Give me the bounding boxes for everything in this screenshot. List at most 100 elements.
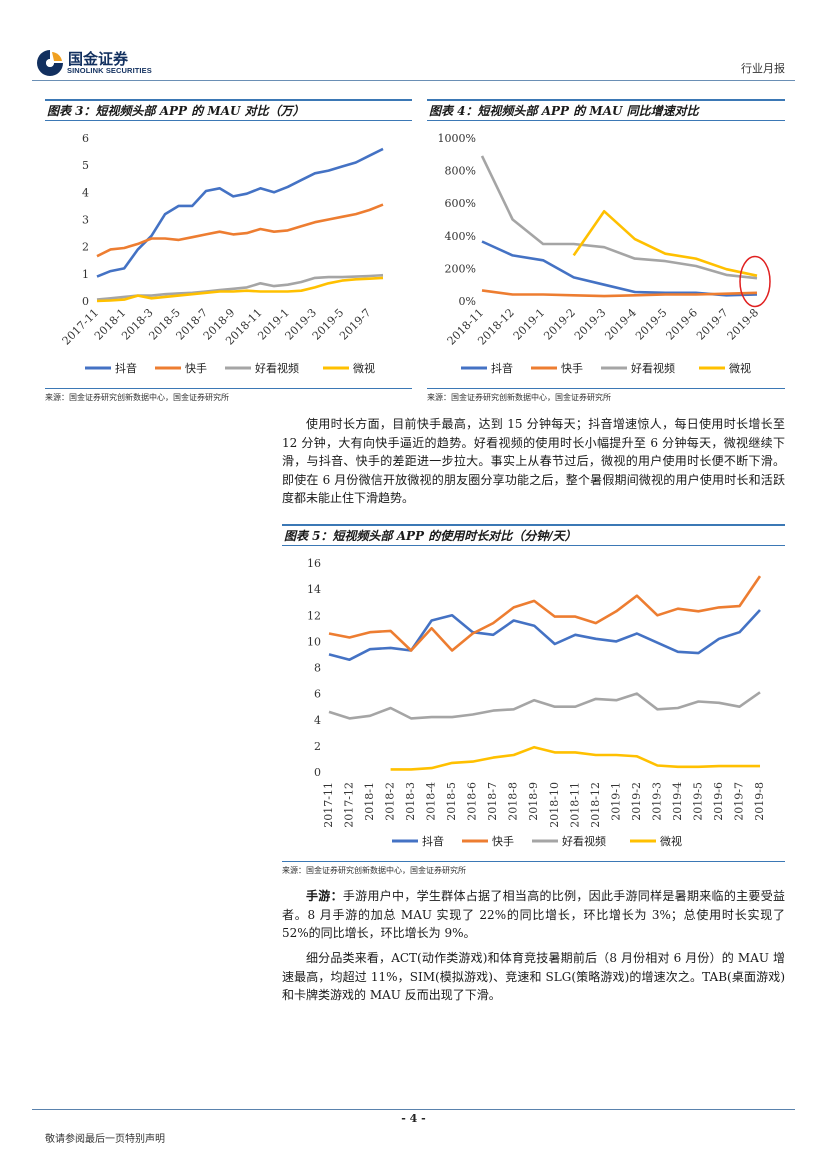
x-tick-label: 2018-7 <box>486 782 499 821</box>
fig3-source: 来源：国金证券研究创新数据中心，国金证券研究所 <box>45 393 229 402</box>
paragraph-lead: 手游： <box>306 889 343 903</box>
y-tick-label: 800% <box>445 165 476 178</box>
body-paragraph-3: 细分品类来看，ACT(动作类游戏)和体育竞技暑期前后（8 月份相对 6 月份）的… <box>282 949 785 1005</box>
page-number: - 4 - <box>401 1112 426 1125</box>
legend-label: 快手 <box>185 361 207 375</box>
report-type: 行业月报 <box>741 62 785 75</box>
series-line-3 <box>96 273 384 301</box>
x-tick-label: 2018-3 <box>404 782 417 821</box>
x-tick-label: 2019-4 <box>671 782 684 821</box>
fig5-chart: 0 2 4 6 8 10 12 14 16 2017-11 2017-12 2018-1 2018-2 2… <box>307 557 766 848</box>
x-tick-label: 2018-1 <box>363 782 376 821</box>
logo-mark-icon <box>37 50 63 76</box>
fig3-chart: 01234562017-112018-12018-32018-52018-720… <box>60 132 384 375</box>
x-tick-label: 2018-12 <box>589 782 602 828</box>
footer-rule <box>32 1109 795 1110</box>
x-tick-label: 2019-4 <box>602 306 639 343</box>
x-tick-label: 2019-1 <box>511 306 548 343</box>
x-tick-label: 2018-6 <box>466 782 479 821</box>
legend-label: 抖音 <box>115 361 137 375</box>
x-tick-label: 2018-9 <box>527 782 540 821</box>
y-tick-label: 3 <box>82 214 89 227</box>
legend-label: 好看视频 <box>562 834 606 848</box>
fig3-title: 图表 3：短视频头部 APP 的 MAU 对比（万） <box>47 104 305 118</box>
fig5-title: 图表 5：短视频头部 APP 的使用时长对比（分钟/天） <box>284 529 577 543</box>
y-tick-label: 2 <box>314 740 321 753</box>
x-tick-label: 2019-6 <box>664 306 701 343</box>
fig5-bottom-rule <box>282 861 785 862</box>
y-tick-label: 16 <box>307 557 321 570</box>
series-line-3 <box>328 691 761 720</box>
legend-label: 快手 <box>561 361 583 375</box>
fig5-title-rule <box>282 545 785 546</box>
x-tick-label: 2017-11 <box>60 306 102 348</box>
y-tick-label: 14 <box>307 583 321 596</box>
series-line-2 <box>96 203 384 258</box>
y-tick-label: 2 <box>82 241 89 254</box>
fig5-top-rule <box>282 524 785 526</box>
x-tick-label: 2019-3 <box>572 306 609 343</box>
x-tick-label: 2019-2 <box>541 306 578 343</box>
x-tick-label: 2019-8 <box>753 782 766 821</box>
series-line-4 <box>96 276 384 303</box>
series-line-1 <box>328 609 761 661</box>
fig4-source: 来源：国金证券研究创新数据中心，国金证券研究所 <box>427 393 611 402</box>
series-line-4 <box>390 745 760 771</box>
x-tick-label: 2019-1 <box>609 782 622 821</box>
x-tick-label: 2018-10 <box>548 782 561 828</box>
y-tick-label: 400% <box>445 230 476 243</box>
x-tick-label: 2019-5 <box>691 782 704 821</box>
x-tick-label: 2019-8 <box>725 306 762 343</box>
y-tick-label: 8 <box>314 662 321 675</box>
y-tick-label: 6 <box>82 132 89 145</box>
legend-label: 抖音 <box>422 834 444 848</box>
fig3-title-rule <box>45 120 412 121</box>
y-tick-label: 0 <box>314 766 321 779</box>
y-tick-label: 1000% <box>438 132 476 145</box>
x-tick-label: 2018-5 <box>445 782 458 821</box>
series-line-1 <box>96 147 384 278</box>
fig3-top-rule <box>45 99 412 101</box>
series-line-3 <box>480 155 758 280</box>
body-paragraph-2: 手游：手游用户中，学生群体占据了相当高的比例，因此手游同样是暑期来临的主要受益者… <box>282 887 785 943</box>
legend-label: 快手 <box>492 834 514 848</box>
logo-text-cn: 国金证券 <box>68 50 129 68</box>
series-line-1 <box>481 240 758 297</box>
body-paragraph-1: 使用时长方面，目前快手最高，达到 15 分钟每天；抖音增速惊人，每日使用时长增长… <box>282 415 785 508</box>
x-tick-label: 2019-6 <box>712 782 725 821</box>
fig4-title-rule <box>427 120 785 121</box>
series-line-4 <box>572 210 758 277</box>
highlight-circle <box>739 255 771 308</box>
legend-label: 微视 <box>729 361 751 375</box>
paragraph-text: 使用时长方面，目前快手最高，达到 15 分钟每天；抖音增速惊人，每日使用时长增长… <box>282 417 785 505</box>
x-tick-label: 2018-8 <box>507 782 520 821</box>
fig4-top-rule <box>427 99 785 101</box>
series-line-2 <box>481 289 758 298</box>
x-tick-label: 2019-3 <box>650 782 663 821</box>
legend-label: 抖音 <box>491 361 513 375</box>
fig5-source: 来源：国金证券研究创新数据中心，国金证券研究所 <box>282 866 466 875</box>
legend-label: 好看视频 <box>631 361 675 375</box>
y-tick-label: 6 <box>314 688 321 701</box>
fig4-title: 图表 4：短视频头部 APP 的 MAU 同比增速对比 <box>429 104 699 118</box>
disclaimer: 敬请参阅最后一页特别声明 <box>45 1134 165 1145</box>
y-tick-label: 4 <box>314 714 321 727</box>
y-tick-label: 12 <box>307 609 321 622</box>
x-tick-label: 2019-7 <box>732 782 745 821</box>
x-tick-label: 2018-11 <box>568 782 581 828</box>
y-tick-label: 200% <box>445 262 476 275</box>
y-tick-label: 0% <box>459 295 476 308</box>
fig4-chart: 0%200%400%600%800%1000%2018-112018-12201… <box>438 132 771 375</box>
x-tick-label: 2019-7 <box>694 306 731 343</box>
y-tick-label: 10 <box>307 635 321 648</box>
x-tick-label: 2018-2 <box>384 782 397 821</box>
legend-label: 好看视频 <box>255 361 299 375</box>
legend-label: 微视 <box>353 361 375 375</box>
y-tick-label: 600% <box>445 197 476 210</box>
logo <box>34 48 164 78</box>
y-tick-label: 4 <box>82 186 89 199</box>
x-tick-label: 2018-4 <box>425 782 438 821</box>
logo-text-en: SINOLINK SECURITIES <box>67 66 152 75</box>
x-tick-label: 2017-12 <box>343 782 356 828</box>
header-rule <box>32 80 795 81</box>
